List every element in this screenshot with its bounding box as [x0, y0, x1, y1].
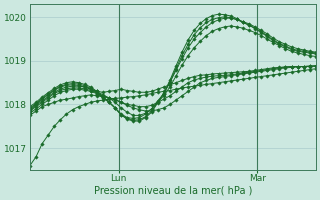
X-axis label: Pression niveau de la mer( hPa ): Pression niveau de la mer( hPa ) — [94, 186, 252, 196]
